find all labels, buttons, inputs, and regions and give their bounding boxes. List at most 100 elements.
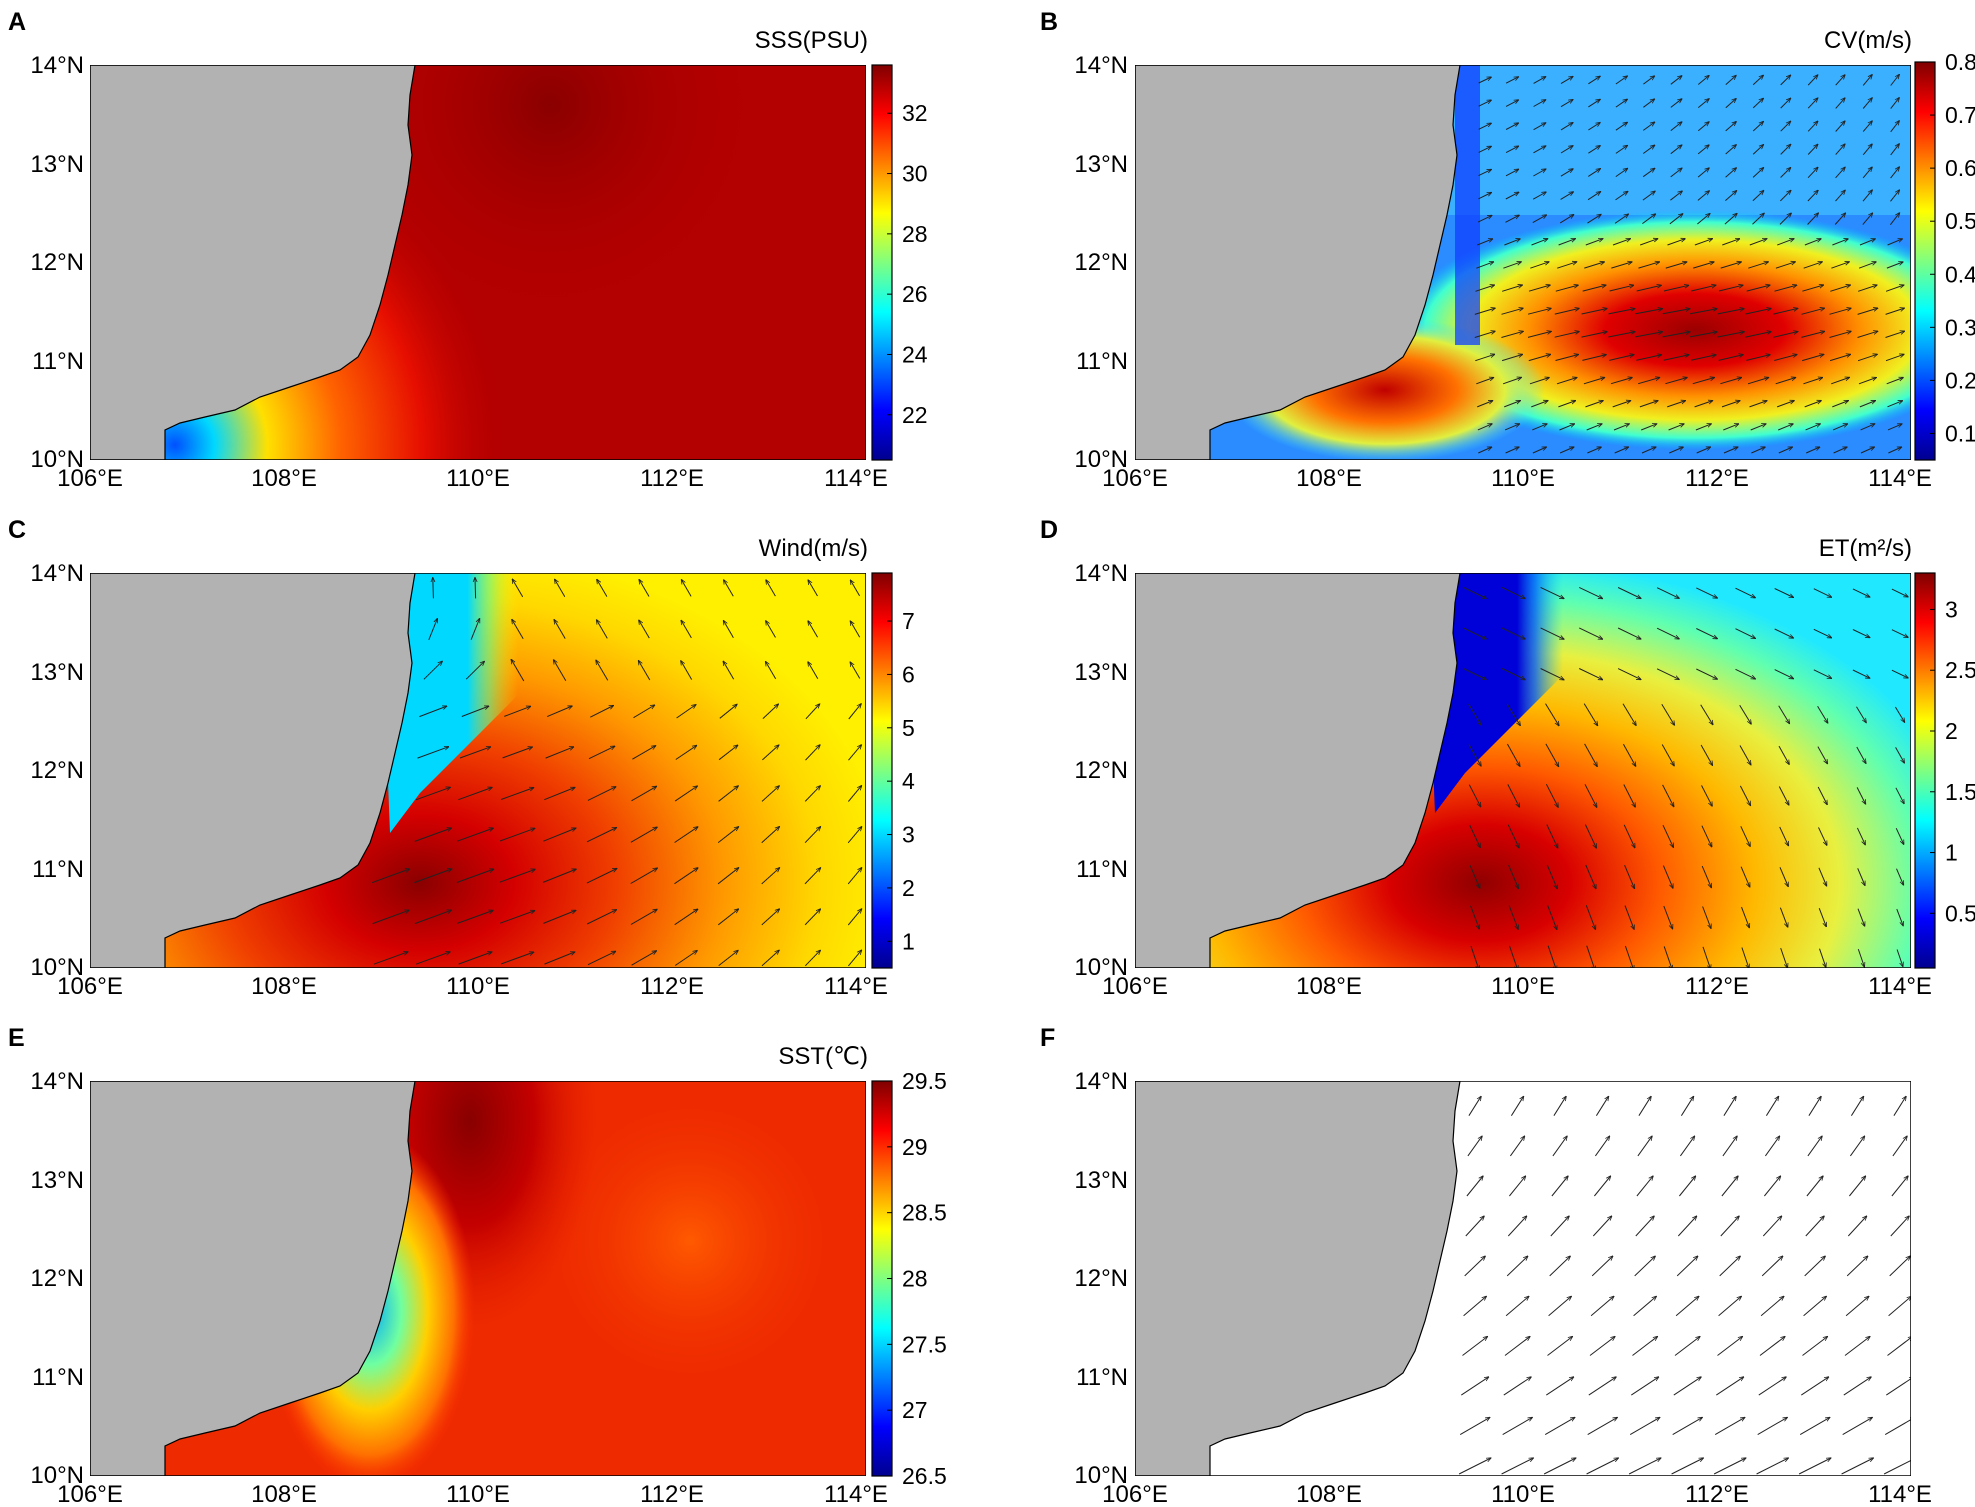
colorbar-tick-label: 28.5 — [902, 1200, 947, 1226]
vector-arrow — [1635, 1216, 1654, 1237]
vector-arrow — [1501, 1458, 1534, 1475]
colorbar-tick-label: 1 — [1945, 840, 1958, 866]
vector-arrow — [1775, 378, 1796, 385]
vector-arrow — [1663, 285, 1689, 292]
vector-arrow — [596, 660, 609, 681]
vector-arrow — [1509, 1136, 1524, 1157]
vector-arrow — [417, 747, 449, 759]
vector-arrow — [458, 952, 492, 965]
panel-d-lon-ticks: 106°E 108°E 110°E 112°E 114°E — [1102, 973, 1932, 1000]
vector-arrow — [808, 621, 819, 638]
vector-arrow — [847, 868, 862, 885]
vector-arrow — [1748, 262, 1768, 269]
vector-arrow — [1764, 1176, 1780, 1197]
vector-arrow — [1739, 745, 1751, 765]
vector-arrow — [1719, 1256, 1741, 1277]
vector-arrow — [1835, 144, 1845, 155]
vector-arrow — [848, 786, 861, 802]
vector-arrow — [1702, 946, 1711, 968]
vector-arrow — [1624, 865, 1635, 888]
vector-arrow — [1860, 447, 1874, 454]
vector-arrow — [1813, 628, 1832, 638]
vector-arrow — [1501, 586, 1525, 598]
vector-arrow — [1642, 168, 1655, 178]
vector-arrow — [1694, 239, 1713, 246]
panel-c-colorbar: 1 2 3 4 5 6 7 — [871, 572, 915, 969]
vector-arrow — [1507, 1216, 1526, 1237]
vector-arrow — [1718, 355, 1744, 361]
vector-arrow — [1543, 1458, 1576, 1475]
vector-arrow — [545, 747, 574, 759]
vector-arrow — [1798, 1458, 1831, 1475]
vector-arrow — [1670, 76, 1682, 85]
colorbar-tick-label: 26.5 — [902, 1463, 947, 1489]
vector-arrow — [1818, 867, 1827, 886]
vector-arrow — [587, 951, 616, 966]
vector-arrow — [1852, 629, 1870, 638]
vector-arrow — [1891, 629, 1908, 638]
panel-c-lat-12: 12°N — [30, 757, 84, 784]
vector-arrow — [1635, 332, 1662, 338]
vector-arrow — [1740, 826, 1750, 846]
vector-arrow — [1888, 447, 1901, 454]
vector-arrow — [1891, 1176, 1908, 1197]
vector-arrow — [1889, 1256, 1911, 1277]
vector-arrow — [766, 621, 776, 638]
panel-b-lon-106: 106°E — [1102, 465, 1168, 492]
vector-arrow — [1804, 1256, 1826, 1277]
vector-arrow — [1716, 1377, 1743, 1396]
vector-arrow — [1505, 169, 1519, 177]
vector-arrow — [1662, 865, 1673, 889]
vector-arrow — [1588, 146, 1600, 154]
vector-arrow — [1670, 99, 1682, 108]
vector-arrow — [1817, 746, 1828, 764]
vector-arrow — [1594, 1176, 1610, 1197]
colorbar-tick-label: 0.7 — [1945, 102, 1975, 128]
vector-arrow — [1846, 1256, 1868, 1277]
vector-arrow — [1700, 744, 1712, 765]
vector-arrow — [1749, 401, 1768, 408]
vector-arrow — [1504, 424, 1520, 431]
panel-c: C Wind(m/s) 14°N 13°N 12°N 11°N 10°N 106… — [8, 516, 915, 1000]
vector-arrow — [1862, 144, 1872, 156]
vector-arrow — [1701, 865, 1711, 888]
vector-arrow — [1584, 262, 1604, 269]
vector-arrow — [1559, 447, 1574, 454]
vector-arrow — [1725, 191, 1736, 201]
panel-f-map — [1135, 1081, 1911, 1476]
vector-arrow — [1643, 99, 1654, 108]
vector-arrow — [1829, 354, 1851, 362]
vector-arrow — [761, 950, 779, 967]
vector-arrow — [762, 745, 779, 761]
vector-arrow — [1890, 121, 1900, 133]
vector-arrow — [1634, 1256, 1656, 1277]
vector-arrow — [1813, 588, 1832, 598]
vector-arrow — [1774, 588, 1794, 598]
vector-arrow — [1778, 786, 1789, 806]
vector-arrow — [1852, 588, 1870, 597]
vector-arrow — [1805, 447, 1820, 454]
vector-arrow — [1578, 668, 1602, 680]
vector-arrow — [1531, 239, 1548, 246]
vector-arrow — [1582, 285, 1606, 292]
vector-arrow — [761, 868, 780, 885]
vector-arrow — [674, 827, 698, 843]
vector-arrow — [1558, 239, 1576, 246]
vector-arrow — [1463, 587, 1486, 599]
vector-arrow — [1478, 123, 1492, 130]
vector-arrow — [632, 746, 655, 760]
vector-arrow — [1631, 1377, 1658, 1396]
vector-arrow — [1830, 285, 1850, 292]
vector-arrow — [1713, 1458, 1746, 1475]
vector-arrow — [1807, 167, 1818, 179]
panel-a-lon-110: 110°E — [446, 465, 510, 492]
vector-arrow — [1857, 908, 1865, 927]
vector-arrow — [676, 705, 696, 719]
colorbar-tick-label: 3 — [1945, 596, 1958, 622]
vector-arrow — [499, 828, 535, 842]
vector-arrow — [1532, 424, 1547, 431]
panel-d-letter: D — [1040, 516, 1058, 544]
vector-arrow — [501, 788, 534, 800]
vector-arrow — [847, 827, 862, 844]
